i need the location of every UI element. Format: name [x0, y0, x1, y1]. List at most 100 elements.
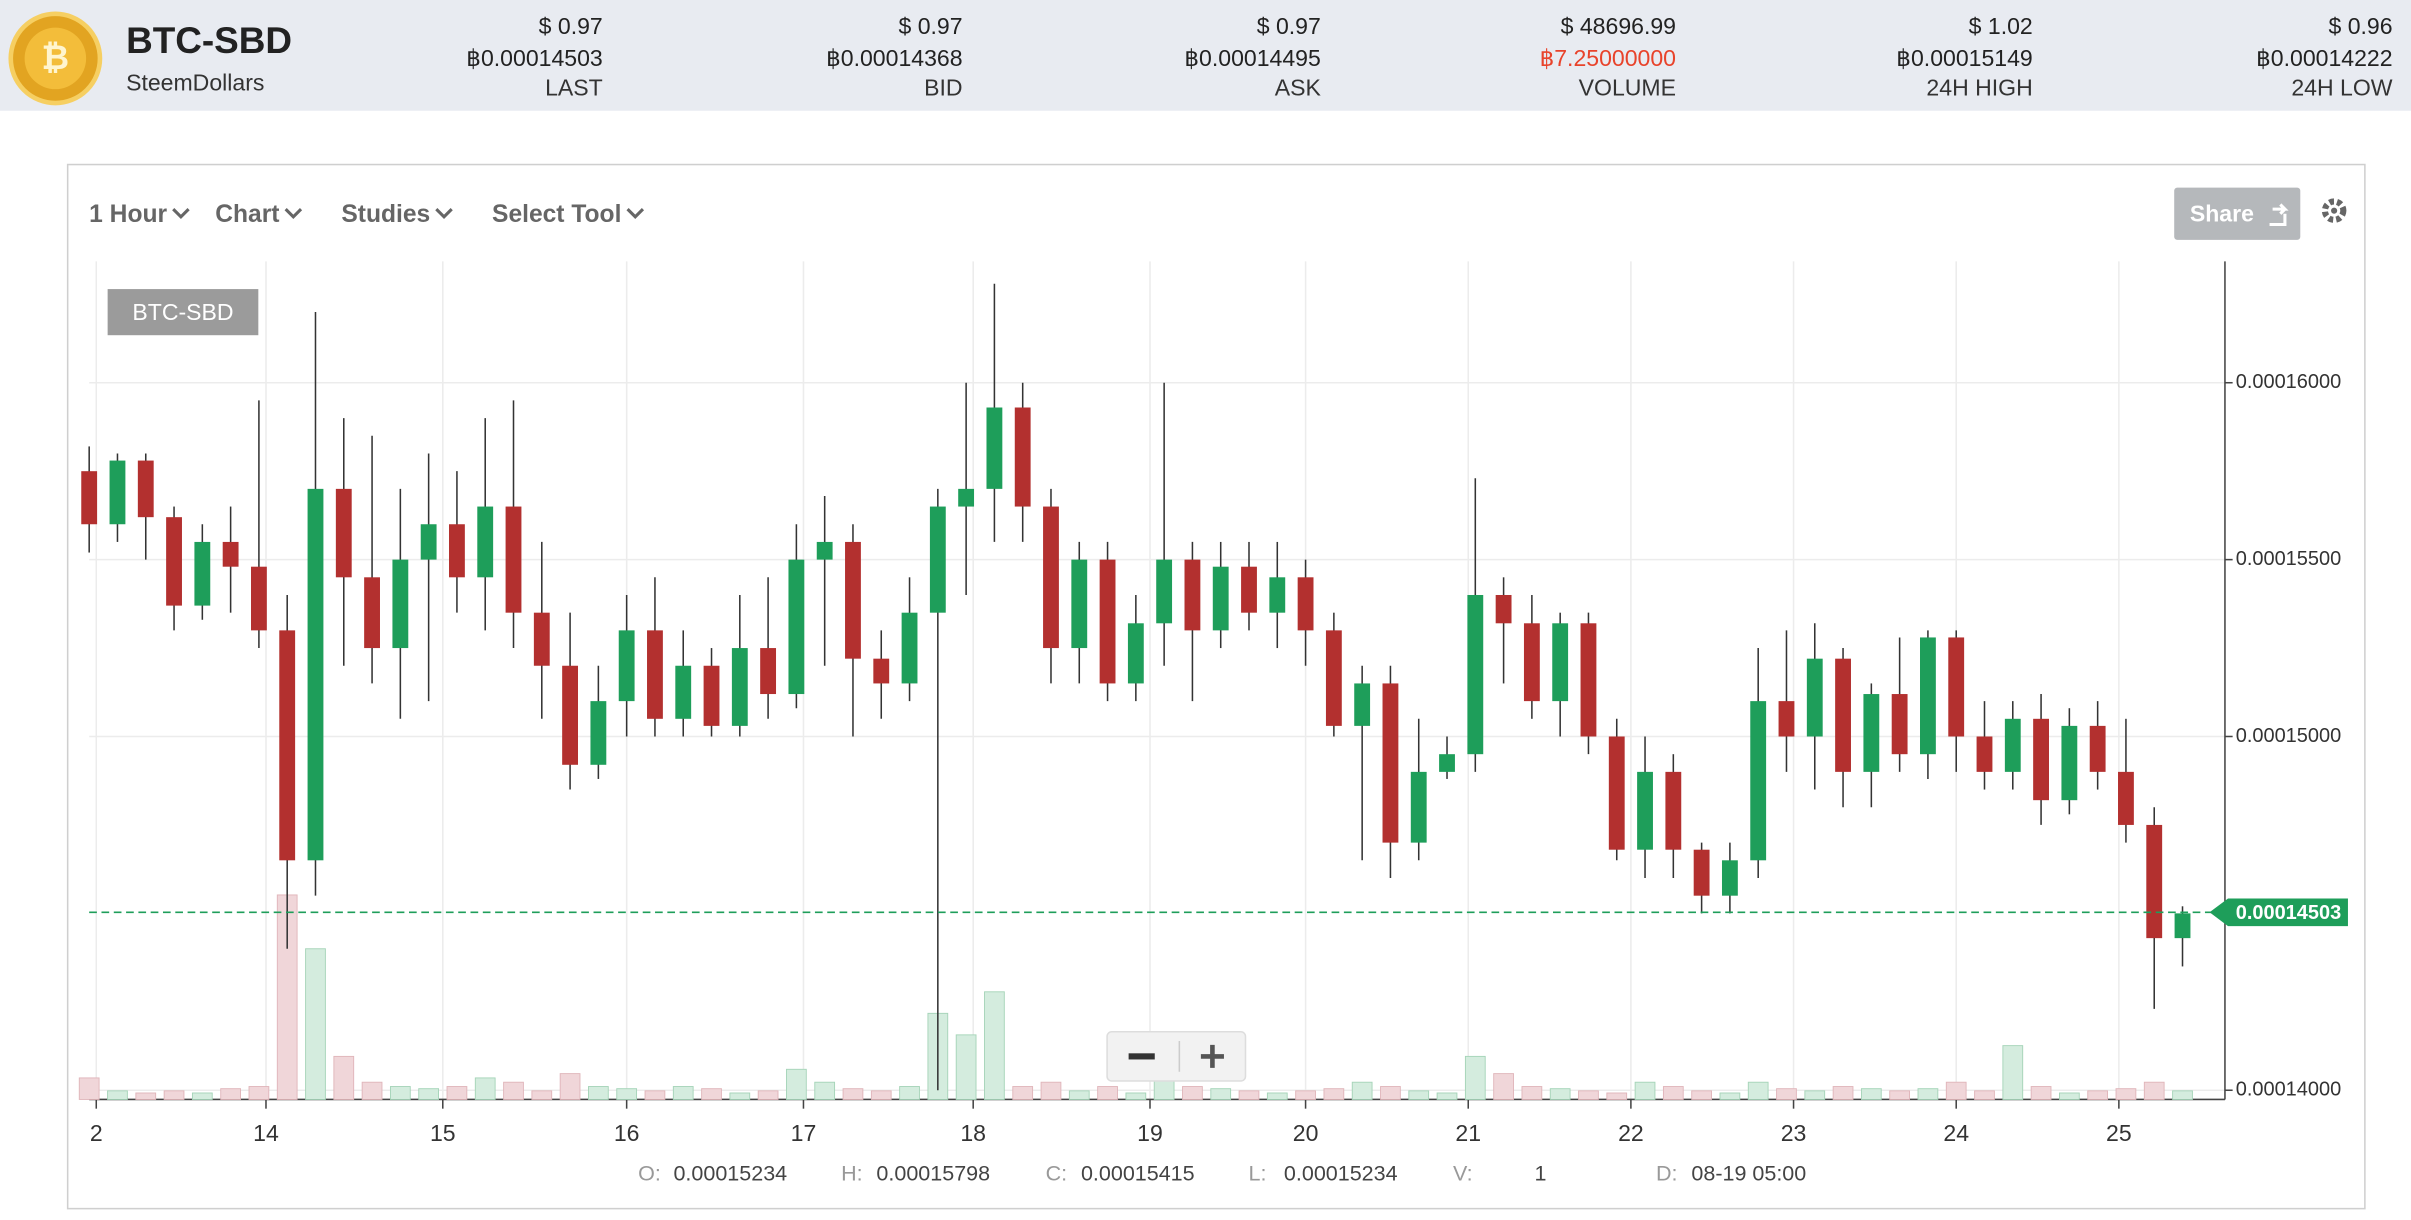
candle-body — [533, 612, 550, 666]
candle-body — [760, 648, 777, 695]
volume-bar — [729, 1092, 751, 1100]
x-tick-label: 15 — [430, 1120, 456, 1146]
x-tick-label: 25 — [2106, 1120, 2132, 1146]
candle-body — [194, 541, 211, 606]
volume-bar — [2143, 1081, 2165, 1100]
legend-label: BTC-SBD — [132, 299, 233, 325]
stat-btc: ฿0.00014368 — [826, 45, 962, 71]
volume-bar — [1832, 1086, 1854, 1100]
candle-body — [731, 648, 748, 726]
x-tick-label: 23 — [1781, 1120, 1807, 1146]
legend-button[interactable] — [107, 289, 259, 336]
readout-label: D: — [1656, 1161, 1678, 1185]
candle-body — [1269, 577, 1286, 613]
candle-body — [420, 524, 437, 560]
coin-glyph: ₿ — [42, 39, 70, 77]
stat-label: BID — [924, 74, 962, 100]
readout-value: 0.00015415 — [1081, 1161, 1195, 1185]
volume-bar — [1040, 1081, 1062, 1100]
candle-body — [1099, 559, 1116, 684]
candle-body — [1948, 637, 1965, 737]
volume-bar — [1889, 1090, 1910, 1100]
candle-body — [1410, 771, 1427, 843]
stat-usd: $ 0.97 — [539, 13, 603, 39]
candle-body — [647, 630, 663, 719]
volume-bar — [786, 1068, 807, 1100]
candle-body — [335, 488, 352, 578]
settings-icon[interactable] — [2321, 198, 2347, 223]
candle-body — [703, 665, 720, 726]
candle-body — [1241, 566, 1257, 613]
stat-btc: ฿0.00015149 — [1896, 45, 2032, 71]
readout-value: 0.00015234 — [673, 1161, 787, 1185]
readout-label: H: — [841, 1161, 863, 1185]
candle-body — [1835, 658, 1851, 772]
volume-bar — [2058, 1092, 2080, 1100]
share-label: Share — [2190, 200, 2254, 226]
zoom-controls — [1106, 1031, 1247, 1082]
y-tick-label: 0.00016000 — [2236, 371, 2341, 393]
toolbar-item[interactable]: Select Tool — [492, 201, 621, 228]
volume-bar — [1012, 1086, 1034, 1100]
candle-body — [1043, 506, 1059, 649]
candle-body — [2004, 718, 2021, 772]
candle-body — [166, 517, 182, 606]
candle-body — [449, 524, 465, 578]
current-price-label: 0.00014503 — [2236, 902, 2341, 924]
candle-body — [1297, 577, 1314, 631]
volume-bar — [1493, 1073, 1514, 1100]
toolbar-item[interactable]: Chart — [215, 201, 279, 228]
stat-label: ASK — [1275, 74, 1322, 100]
candle-body — [788, 559, 805, 695]
volume-bar — [2002, 1045, 2024, 1100]
volume-bar — [418, 1088, 440, 1100]
zoom-out[interactable] — [1128, 1053, 1155, 1060]
volume-bar — [1917, 1088, 1939, 1100]
volume-bar — [616, 1088, 638, 1100]
stat-label: 24H HIGH — [1926, 74, 2032, 100]
toolbar-item[interactable]: Studies — [341, 201, 430, 228]
candle-body — [81, 471, 98, 525]
readout-label: O: — [638, 1161, 661, 1185]
volume-bar — [1068, 1090, 1090, 1100]
volume-bar — [1125, 1092, 1147, 1100]
candle-body — [2174, 913, 2191, 939]
candle-body — [1523, 623, 1540, 702]
candle-body — [958, 488, 975, 507]
volume-bar — [588, 1086, 609, 1100]
readout-value: 0.00015798 — [876, 1161, 990, 1185]
volume-bar — [2087, 1090, 2109, 1100]
candle-body — [2089, 725, 2106, 772]
candle-body — [1212, 566, 1229, 631]
zoom-in[interactable] — [1200, 1044, 1224, 1068]
candle-body — [1156, 559, 1173, 624]
volume-bar — [1436, 1092, 1458, 1100]
volume-bar — [1266, 1092, 1288, 1100]
volume-bar — [78, 1077, 100, 1100]
volume-bar — [1238, 1090, 1260, 1100]
volume-bar — [701, 1088, 722, 1100]
toolbar-item[interactable]: 1 Hour — [89, 201, 167, 228]
candle-body — [222, 541, 239, 567]
candle-body — [2033, 718, 2049, 801]
candle-body — [1325, 630, 1342, 726]
current-price-tag — [2209, 898, 2348, 927]
volume-bar — [1464, 1055, 1486, 1100]
volume-bar — [503, 1081, 524, 1100]
header-bar — [0, 0, 2411, 111]
stat-label: VOLUME — [1579, 74, 1676, 100]
candle-body — [986, 407, 1003, 489]
y-tick-label: 0.00014000 — [2236, 1079, 2341, 1101]
volume-bar — [1691, 1090, 1712, 1100]
volume-bar — [1210, 1088, 1232, 1100]
stat-usd: $ 1.02 — [1969, 13, 2033, 39]
volume-bar — [474, 1077, 496, 1100]
x-tick-label: 19 — [1137, 1120, 1163, 1146]
volume-bar — [814, 1081, 836, 1100]
candle-body — [873, 658, 890, 684]
y-tick-label: 0.00015500 — [2236, 548, 2341, 570]
share-button[interactable] — [2174, 187, 2301, 240]
volume-bar — [220, 1088, 241, 1100]
